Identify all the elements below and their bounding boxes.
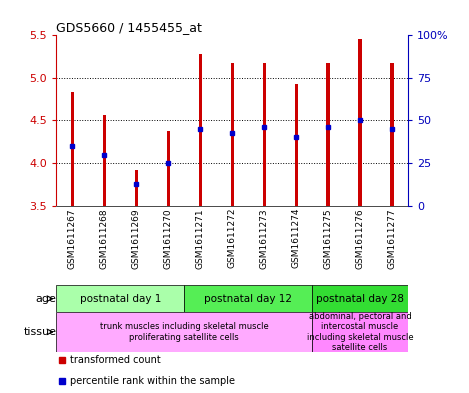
Text: GSM1611275: GSM1611275 — [324, 208, 333, 268]
Bar — [166, 131, 170, 206]
Text: tissue: tissue — [23, 327, 57, 337]
Text: transformed count: transformed count — [70, 355, 161, 365]
Text: trunk muscles including skeletal muscle
proliferating satellite cells: trunk muscles including skeletal muscle … — [100, 322, 269, 342]
Text: GSM1611274: GSM1611274 — [292, 208, 301, 268]
Text: GSM1611273: GSM1611273 — [260, 208, 269, 268]
Text: GSM1611271: GSM1611271 — [196, 208, 204, 268]
Bar — [231, 63, 234, 206]
Text: GSM1611277: GSM1611277 — [387, 208, 397, 268]
Bar — [263, 62, 266, 206]
Text: GSM1611267: GSM1611267 — [68, 208, 77, 268]
Bar — [326, 63, 330, 206]
Text: GSM1611270: GSM1611270 — [164, 208, 173, 268]
Text: postnatal day 1: postnatal day 1 — [80, 294, 161, 304]
Bar — [56, 285, 184, 312]
Bar — [184, 285, 312, 312]
Bar — [135, 170, 138, 206]
Bar — [103, 114, 106, 206]
Text: GSM1611268: GSM1611268 — [100, 208, 109, 268]
Text: GSM1611269: GSM1611269 — [132, 208, 141, 268]
Text: GDS5660 / 1455455_at: GDS5660 / 1455455_at — [56, 21, 202, 34]
Bar — [295, 84, 298, 206]
Text: percentile rank within the sample: percentile rank within the sample — [70, 376, 235, 386]
Bar — [358, 39, 362, 206]
Bar — [198, 54, 202, 206]
Bar — [390, 63, 393, 206]
Text: age: age — [36, 294, 57, 304]
Text: abdominal, pectoral and
intercostal muscle
including skeletal muscle
satellite c: abdominal, pectoral and intercostal musc… — [307, 312, 413, 352]
Text: GSM1611276: GSM1611276 — [356, 208, 364, 268]
Bar — [56, 312, 312, 352]
Bar — [312, 312, 408, 352]
Bar — [312, 285, 408, 312]
Text: postnatal day 12: postnatal day 12 — [204, 294, 292, 304]
Bar — [71, 92, 74, 206]
Text: GSM1611272: GSM1611272 — [227, 208, 237, 268]
Text: postnatal day 28: postnatal day 28 — [316, 294, 404, 304]
